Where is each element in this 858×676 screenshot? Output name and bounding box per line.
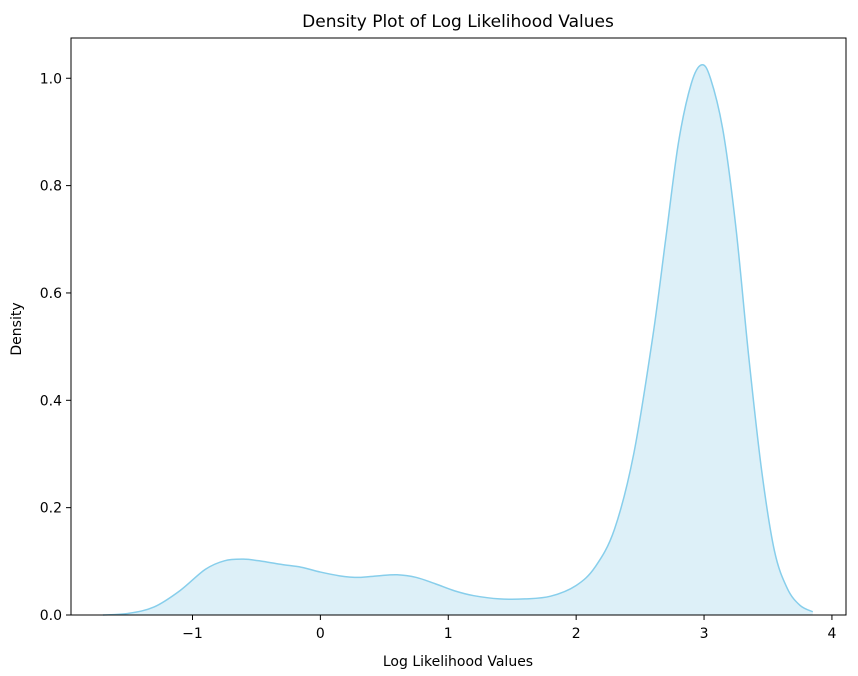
axes-frame (70, 37, 847, 616)
plot-area (102, 63, 814, 616)
x-tick-label: 0 (316, 626, 325, 642)
y-tick-label: 0.4 (40, 393, 62, 409)
x-tick-label: −1 (182, 626, 203, 642)
y-axis-ticks: 0.0 0.2 0.4 0.6 0.8 1.0 (40, 71, 71, 624)
y-tick-label: 0.8 (40, 179, 62, 195)
x-tick-label: 1 (444, 626, 453, 642)
x-axis-label: Log Likelihood Values (383, 654, 533, 670)
x-axis-ticks: −1 0 1 2 3 4 (182, 615, 836, 642)
density-line (102, 63, 814, 616)
y-tick-label: 1.0 (40, 71, 62, 87)
x-tick-label: 4 (827, 626, 836, 642)
y-tick-label: 0.0 (40, 608, 62, 624)
x-tick-label: 3 (700, 626, 709, 642)
y-tick-label: 0.6 (40, 286, 62, 302)
x-tick-label: 2 (572, 626, 581, 642)
y-axis-label: Density (9, 302, 25, 355)
density-fill-area (102, 64, 813, 615)
y-tick-label: 0.2 (40, 501, 62, 517)
chart-title: Density Plot of Log Likelihood Values (302, 12, 614, 32)
